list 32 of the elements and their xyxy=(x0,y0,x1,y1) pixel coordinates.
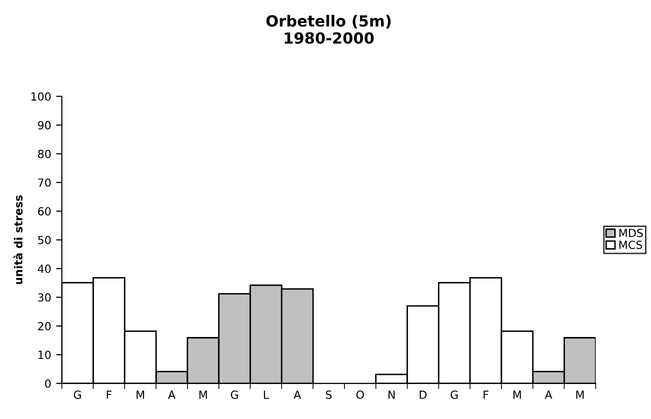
x-tick-label: F xyxy=(106,390,112,399)
x-tick-label: A xyxy=(294,390,302,399)
x-tick-label: M xyxy=(576,390,584,399)
x-tick-label: M xyxy=(136,390,144,399)
x-tick-label: O xyxy=(356,390,364,399)
x-tick-label: L xyxy=(264,390,269,399)
x-tick-label: A xyxy=(168,390,176,399)
x-tick-label: M xyxy=(513,390,521,399)
x-tick-label: A xyxy=(544,390,552,399)
y-tick-label: 20 xyxy=(38,322,51,330)
x-tick-label: G xyxy=(74,390,81,399)
x-tick-label: S xyxy=(326,390,332,399)
y-tick-label: 50 xyxy=(38,236,51,244)
x-tick-label: N xyxy=(388,390,395,399)
legend-label: MCS xyxy=(619,240,642,250)
x-tick-label: G xyxy=(450,390,458,399)
chart-title: Orbetello (5m) 1980-2000 xyxy=(266,14,391,44)
legend-label: MDS xyxy=(619,228,643,238)
y-tick-label: 100 xyxy=(31,92,51,101)
y-tick-label: 30 xyxy=(38,293,51,302)
y-tick-label: 40 xyxy=(38,264,51,273)
x-tick-label: G xyxy=(230,390,238,399)
x-tick-label: D xyxy=(420,390,427,399)
y-axis-title: unità di stress xyxy=(13,195,23,284)
y-tick-label: 0 xyxy=(45,379,51,388)
y-tick-label: 60 xyxy=(38,207,51,216)
y-tick-label: 90 xyxy=(38,121,51,130)
x-tick-label: F xyxy=(484,390,488,399)
y-tick-label: 80 xyxy=(38,150,51,158)
y-tick-label: 70 xyxy=(38,178,51,187)
y-tick-label: 10 xyxy=(38,350,51,360)
x-tick-label: M xyxy=(199,390,207,399)
